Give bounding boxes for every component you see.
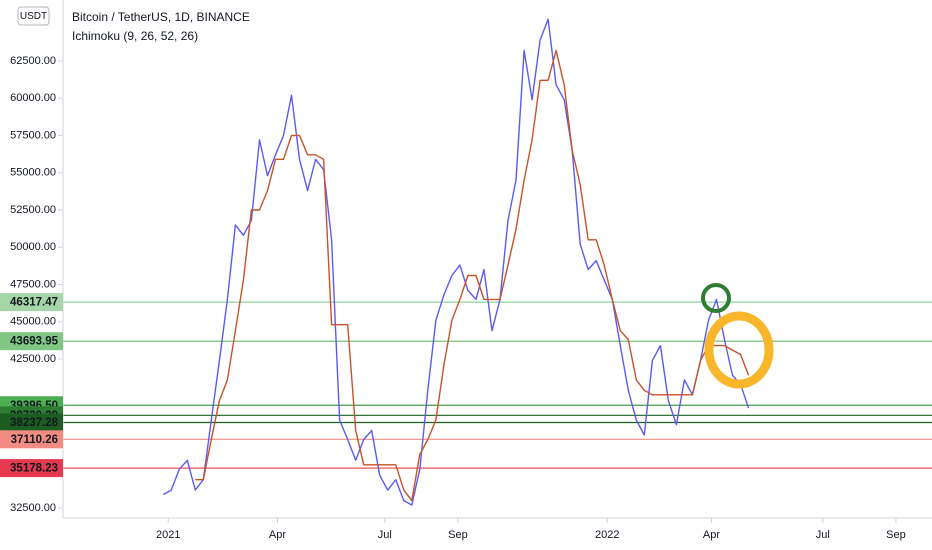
price-tag-label: 46317.47 — [10, 297, 58, 309]
price-tag-label: 43693.95 — [10, 336, 59, 348]
price-tag — [0, 430, 63, 449]
chart-title: Bitcoin / TetherUS, 1D, BINANCE — [72, 10, 250, 24]
x-axis: 2021 Apr Jul Sep 2022 Apr Jul Sep — [156, 518, 906, 541]
y-tick-label: 50000.00 — [10, 241, 56, 253]
x-tick-label: Apr — [269, 529, 286, 541]
currency: USDT — [20, 11, 47, 22]
y-tick-label: 32500.00 — [10, 502, 56, 514]
x-tick-label: Jul — [378, 529, 392, 541]
y-tick-label: 47500.00 — [10, 278, 56, 290]
price-tag-label: 35178.23 — [10, 463, 58, 475]
series-lines — [162, 18, 750, 506]
price-tag — [0, 332, 63, 351]
currency-badge — [17, 6, 50, 26]
y-tick-label: 42500.00 — [10, 353, 56, 365]
series-line — [195, 49, 750, 502]
price-tag-label: 37110.26 — [11, 434, 58, 446]
price-tag — [0, 459, 63, 478]
price-tags: 46317.4743693.9539396.5038720.2938237.28… — [0, 293, 63, 478]
y-axis: 32500.00 42500.00 45000.00 47500.00 50000.00… — [10, 55, 63, 514]
y-tick-label: 45000.00 — [10, 316, 56, 328]
x-tick-label: 2021 — [156, 529, 180, 541]
price-tag — [0, 413, 63, 432]
price-tag-label: 38237.28 — [10, 417, 59, 429]
price-lines — [63, 301, 932, 469]
y-tick-label: 57500.00 — [10, 129, 56, 141]
x-tick-label: Apr — [703, 529, 720, 541]
orange-circle — [704, 311, 774, 389]
x-tick-label: 2022 — [595, 529, 619, 541]
price-tag — [0, 293, 63, 312]
series-line — [162, 18, 750, 506]
x-tick-label: Jul — [816, 529, 830, 541]
indicator-label: Ichimoku (9, 26, 52, 26) — [72, 29, 198, 43]
x-tick-label: Sep — [448, 529, 468, 541]
y-tick-label: 62500.00 — [10, 55, 56, 67]
y-tick-label: 52500.00 — [10, 204, 56, 216]
y-tick-label: 60000.00 — [10, 92, 56, 104]
green-circle — [701, 283, 731, 313]
y-tick-label: 55000.00 — [10, 167, 56, 179]
x-tick-label: Sep — [886, 529, 906, 541]
